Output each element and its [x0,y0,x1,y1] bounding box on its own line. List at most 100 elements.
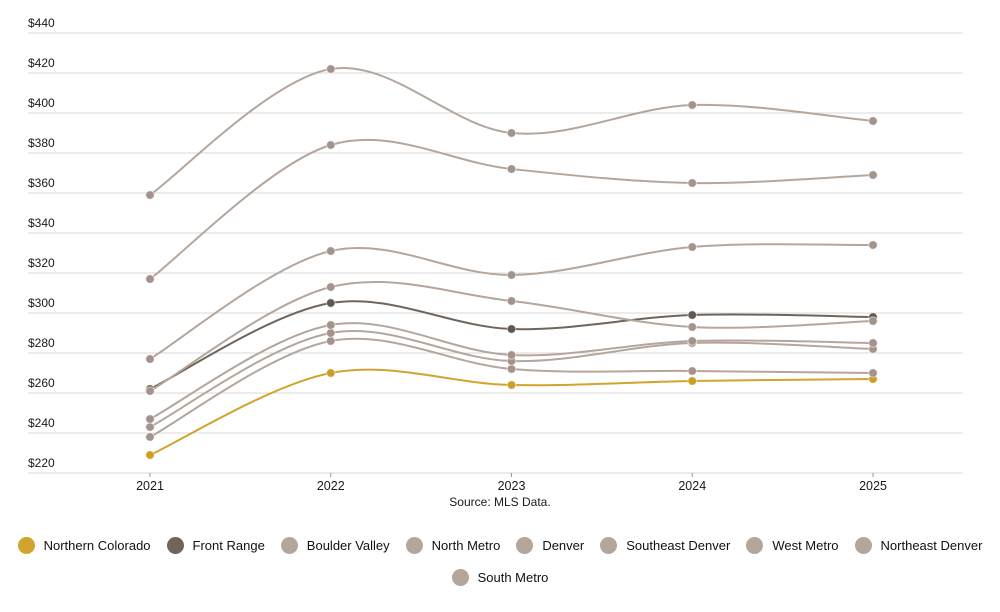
data-point-north-metro[interactable] [145,432,155,442]
y-tick-label: $240 [28,416,55,430]
data-point-west-metro[interactable] [325,246,336,256]
data-point-west-metro[interactable] [868,240,878,250]
data-point-north-metro[interactable] [506,364,517,374]
legend-label: North Metro [431,538,501,553]
data-point-north-metro[interactable] [687,366,698,376]
series-color-dot [405,537,423,554]
data-point-northeast-denver[interactable] [325,328,336,338]
legend-item-denver[interactable]: Denver [516,537,584,554]
data-point-denver[interactable] [868,170,878,180]
series-color-dot [280,537,298,554]
source-note: Source: MLS Data. [449,495,551,509]
series-color-dot [17,537,35,554]
x-tick-label: 2021 [136,479,164,493]
legend-item-northern-colorado[interactable]: Northern Colorado [17,537,151,554]
series-north-metro [145,336,878,442]
series-boulder-valley [145,64,878,200]
series-south-metro [145,320,878,424]
series-color-dot [451,569,469,586]
data-point-northern-colorado[interactable] [687,376,698,386]
data-point-northern-colorado[interactable] [506,380,517,390]
legend-item-south-metro[interactable]: South Metro [451,569,549,586]
series-line-northeast-denver [149,330,874,428]
data-point-boulder-valley[interactable] [868,116,878,126]
data-point-south-metro[interactable] [145,414,155,424]
data-point-boulder-valley[interactable] [687,100,698,110]
data-point-boulder-valley[interactable] [145,190,155,200]
series-color-dot [746,537,764,554]
legend-label: Front Range [192,538,265,553]
y-tick-label: $440 [28,16,55,30]
x-axis-labels: 2021 2022 2023 2024 2025 [136,473,887,493]
legend-label: Denver [542,538,585,553]
data-point-southeast-denver[interactable] [145,386,155,396]
series-line-denver [149,138,874,280]
series-color-dot [516,537,534,554]
legend-item-north-metro[interactable]: North Metro [405,537,501,554]
data-point-southeast-denver[interactable] [687,322,698,332]
data-point-southeast-denver[interactable] [506,296,517,306]
data-point-boulder-valley[interactable] [506,128,517,138]
legend-item-southeast-denver[interactable]: Southeast Denver [600,537,730,554]
line-chart-canvas: $220 $240 $260 $280 $300 $320 $340 $360 $380 $400… [28,16,962,493]
data-point-front-range[interactable] [506,324,517,334]
legend-label: Northern Colorado [43,538,151,553]
legend-item-boulder-valley[interactable]: Boulder Valley [280,537,390,554]
series-northern-colorado [145,368,878,460]
data-point-front-range[interactable] [687,310,698,320]
data-point-denver[interactable] [506,164,517,174]
legend-item-front-range[interactable]: Front Range [166,537,265,554]
series-southeast-denver [145,280,878,396]
x-tick-label: 2022 [317,479,345,493]
series-color-dot [600,537,618,554]
data-point-northeast-denver[interactable] [145,422,155,432]
legend-label: West Metro [772,538,839,553]
data-point-west-metro[interactable] [145,354,155,364]
series-west-metro [145,240,878,364]
data-point-south-metro[interactable] [506,350,517,360]
data-point-north-metro[interactable] [325,336,336,346]
y-tick-label: $320 [28,256,55,270]
legend-item-west-metro[interactable]: West Metro [746,537,839,554]
data-point-south-metro[interactable] [325,320,336,330]
data-point-west-metro[interactable] [506,270,517,280]
legend-item-northeast-denver[interactable]: Northeast Denver [854,537,983,554]
data-point-denver[interactable] [325,140,336,150]
series-line-front-range [149,300,874,390]
x-tick-label: 2024 [678,479,706,493]
y-tick-label: $360 [28,176,55,190]
data-point-front-range[interactable] [325,298,336,308]
y-tick-label: $260 [28,376,55,390]
y-tick-label: $340 [28,216,55,230]
y-tick-label: $280 [28,336,55,350]
data-point-northern-colorado[interactable] [145,450,155,460]
data-point-boulder-valley[interactable] [325,64,336,74]
legend-label: South Metro [477,570,549,585]
y-tick-label: $220 [28,456,55,470]
series-color-dot [854,537,872,554]
data-point-north-metro[interactable] [868,368,878,378]
legend-label: Northeast Denver [880,538,983,553]
series-color-dot [166,537,184,554]
y-tick-label: $380 [28,136,55,150]
data-point-denver[interactable] [687,178,698,188]
data-point-denver[interactable] [145,274,155,284]
data-point-southeast-denver[interactable] [325,282,336,292]
data-point-west-metro[interactable] [687,242,698,252]
y-tick-label: $400 [28,96,55,110]
chart-legend: Northern Colorado Front Range Boulder Vall… [0,537,1000,586]
y-tick-label: $420 [28,56,55,70]
legend-row: South Metro [451,569,549,586]
data-point-southeast-denver[interactable] [868,316,878,326]
series-line-boulder-valley [149,66,874,196]
y-gridlines [28,32,962,474]
legend-label: Southeast Denver [626,538,731,553]
data-point-south-metro[interactable] [687,336,698,346]
legend-row: Northern Colorado Front Range Boulder Vall… [17,537,983,554]
legend-label: Boulder Valley [306,538,390,553]
y-axis-labels: $220 $240 $260 $280 $300 $320 $340 $360 $380 $400… [28,16,55,470]
x-tick-label: 2023 [498,479,526,493]
data-point-south-metro[interactable] [868,338,878,348]
data-point-northern-colorado[interactable] [325,368,336,378]
